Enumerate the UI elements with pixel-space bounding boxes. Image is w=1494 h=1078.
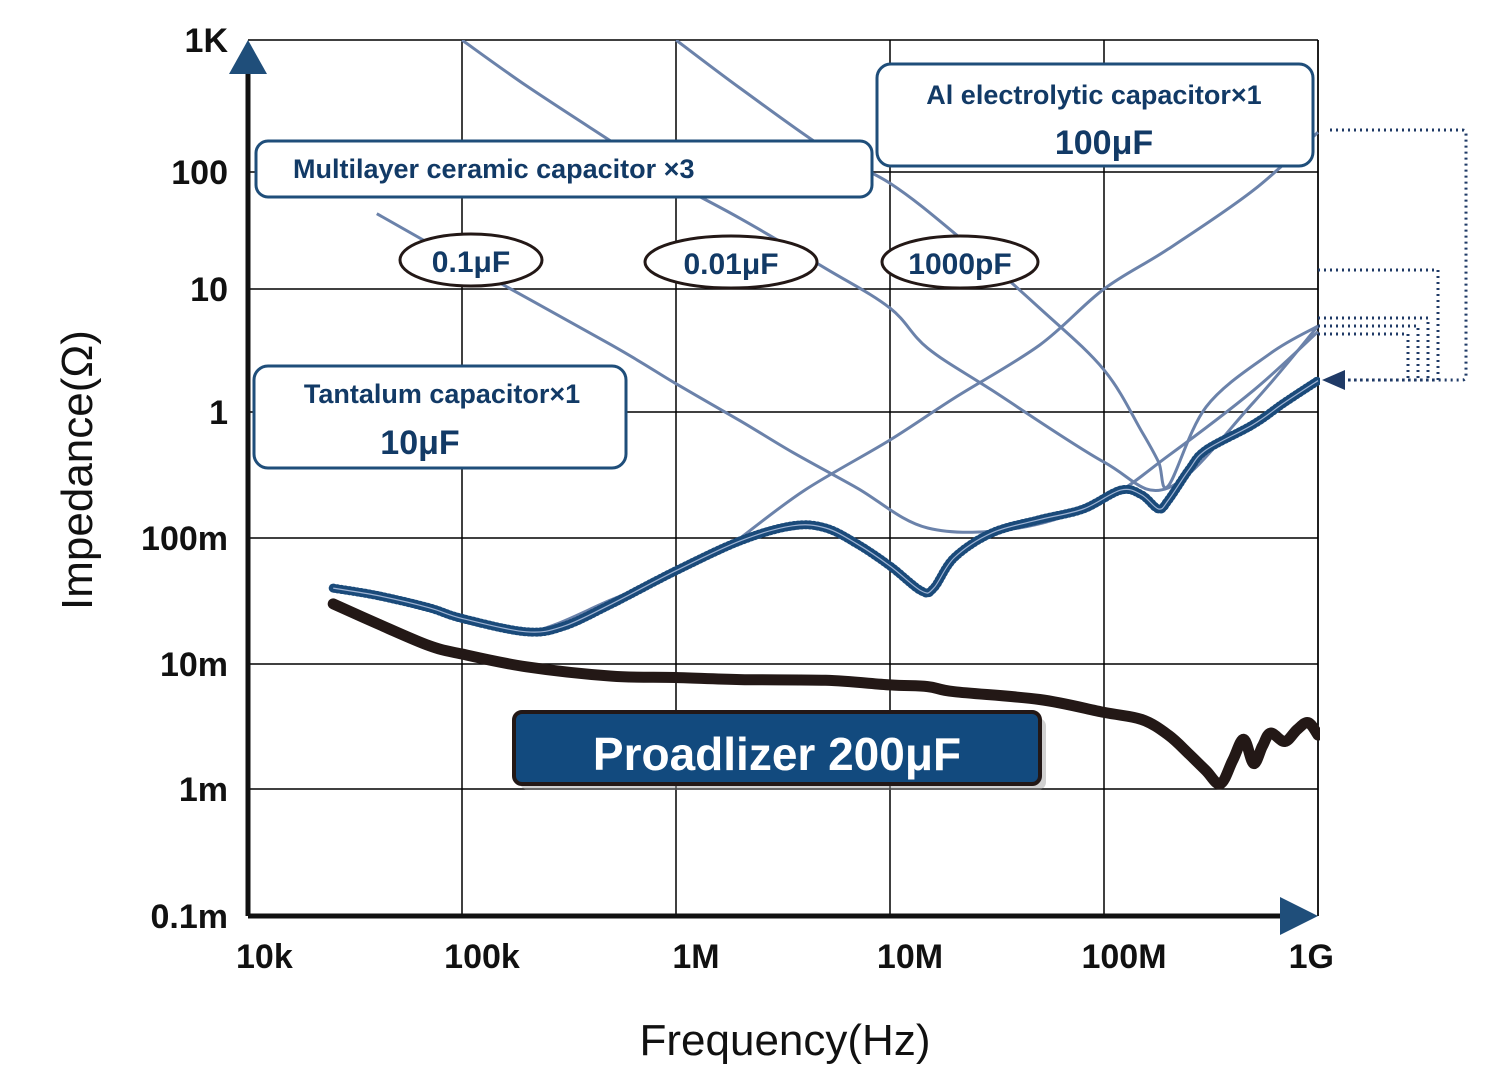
connector-dotted-line (1318, 268, 1440, 382)
x-tick-label: 100M (1081, 938, 1166, 976)
proadlizer-label: Proadlizer 200μF (512, 710, 1046, 790)
y-tick-label: 1K (185, 22, 229, 60)
x-axis-title: Frequency(Hz) (640, 1016, 931, 1065)
connector-dotted-line (1318, 316, 1430, 380)
y-tick-labels: 1K 100 10 1 100m 10m 1m 0.1m (141, 22, 228, 936)
al-electrolytic-label-title: Al electrolytic capacitor×1 (926, 80, 1261, 110)
proadlizer-series-group (327, 598, 1320, 790)
mlcc-1000pf-ellipse (880, 234, 1040, 290)
tantalum-label-value: 10μF (380, 424, 459, 462)
x-tick-label: 1G (1289, 938, 1334, 976)
proadlizer-label-text: Proadlizer 200μF (593, 728, 961, 780)
y-tick-label: 100m (141, 520, 228, 558)
y-axis-arrow-icon (229, 40, 267, 74)
tantalum-label-title: Tantalum capacitor×1 (304, 379, 580, 409)
x-tick-labels: 10k 100k 1M 10M 100M 1G (236, 938, 1334, 976)
tantalum-label-box (252, 364, 628, 470)
mlcc-0-1uf-text: 0.1μF (432, 246, 510, 279)
connector-arrow-icon (1322, 370, 1345, 390)
proadlizer-label-box (512, 710, 1042, 786)
y-tick-label: 100 (171, 154, 228, 192)
y-tick-label: 10 (190, 271, 228, 309)
tantalum-label: Tantalum capacitor×1 10μF (252, 364, 628, 470)
axes (229, 40, 1318, 935)
x-axis-arrow-icon (1280, 897, 1318, 935)
series-3-line (739, 131, 1320, 540)
dotted-connectors (1318, 128, 1468, 382)
x-tick-label: 10k (236, 938, 293, 976)
al-electrolytic-label-value: 100μF (1055, 124, 1153, 162)
x-tick-label: 1M (672, 938, 719, 976)
x-tick-label: 10M (877, 938, 943, 976)
mlcc-group-label-text: Multilayer ceramic capacitor ×3 (293, 154, 694, 184)
series-6-line (327, 598, 1320, 790)
y-tick-label: 0.1m (151, 898, 229, 936)
mlcc-group-label-box (254, 139, 874, 199)
mlcc-1000pf-text: 1000pF (908, 248, 1011, 281)
y-axis-title: Impedance(Ω) (53, 330, 102, 610)
al-electrolytic-label-box (875, 62, 1315, 168)
al-electrolytic-label: Al electrolytic capacitor×1 100μF (875, 62, 1315, 168)
y-tick-label: 1 (209, 394, 228, 432)
mlcc-0-01uf-label: 0.01μF (643, 234, 819, 290)
mlcc-0-01uf-text: 0.01μF (683, 248, 778, 281)
connector-dotted-line (1330, 128, 1468, 382)
mlcc-0-1uf-label: 0.1μF (398, 232, 544, 288)
composite-series-group (328, 376, 1320, 637)
x-tick-label: 100k (444, 938, 520, 976)
mlcc-group-label: Multilayer ceramic capacitor ×3 (254, 139, 874, 199)
series-0-line (376, 212, 1320, 534)
mlcc-1000pf-label: 1000pF (880, 234, 1040, 290)
mlcc-0-1uf-ellipse (398, 232, 544, 288)
series-5-line-highlight (333, 380, 1319, 633)
y-tick-label: 1m (179, 771, 228, 809)
mlcc-0-01uf-ellipse (643, 234, 819, 290)
connector-dotted-line (1318, 332, 1410, 380)
y-tick-label: 10m (160, 646, 228, 684)
